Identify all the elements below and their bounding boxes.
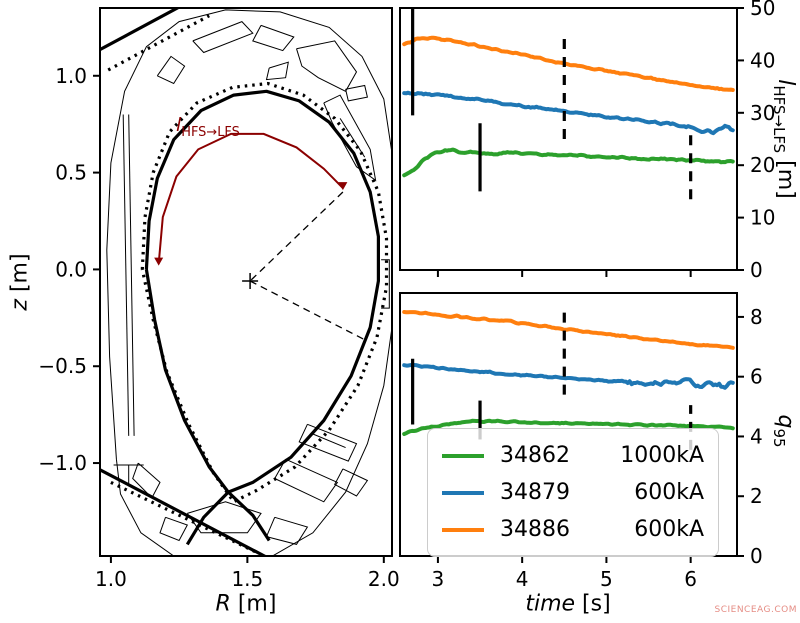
legend: 34862 1000kA 34879 600kA 34886 600kA (427, 428, 719, 557)
x-tick-label: 2.0 (368, 567, 400, 591)
timetrace-plot-area (402, 8, 735, 200)
trace-34862 (402, 147, 735, 178)
legend-entry-1: 34862 1000kA (442, 437, 704, 474)
legend-shot-number: 34862 (500, 443, 570, 468)
q95-axis-symbol: q (773, 414, 799, 429)
y-tick-label: 40 (750, 48, 775, 72)
vessel-structure-outline (312, 433, 346, 449)
vessel-structure-outline (339, 118, 366, 158)
vessel-structure-outline (381, 259, 390, 309)
l-axis-unit: [m] (773, 153, 799, 199)
x-tick-label: 3 (432, 567, 445, 591)
vessel-structure-outline (265, 61, 289, 81)
annotation-subscript: HFS→LFS (181, 124, 240, 140)
x-tick-label: 5 (600, 567, 613, 591)
plasma-boundary-solid-segment (100, 8, 181, 52)
axes-spine (99, 7, 393, 557)
y-tick-label: 0 (750, 544, 763, 568)
x-tick-label: 6 (684, 567, 697, 591)
y-tick-label: 8 (750, 305, 763, 329)
legend-line-swatch-orange (442, 527, 484, 532)
y-tick-label: 30 (750, 101, 775, 125)
vessel-structure-outline (159, 516, 189, 542)
z-axis-label: z [m] (8, 253, 33, 310)
plasma-boundary-solid-segment (185, 490, 230, 546)
y-tick-label: 20 (750, 153, 775, 177)
plasma-boundary-dotted-segment (110, 480, 268, 556)
x-tick-label: 1.0 (95, 567, 127, 591)
trace-34886 (402, 310, 735, 350)
legend-entry-3: 34886 600kA (442, 511, 704, 548)
trace-34879 (402, 90, 735, 136)
vessel-structure-outline (298, 423, 358, 462)
y-tick-label: 4 (750, 424, 763, 448)
plasma-boundary-solid-segment (227, 490, 271, 542)
vessel-structure-outline (156, 55, 186, 85)
separatrix-solid (144, 89, 380, 494)
time-axis-label: time [s] (525, 592, 610, 617)
vessel-structure-outline (192, 21, 254, 54)
time-axis-unit: [s] (575, 591, 611, 617)
field-line-arrowhead (154, 257, 164, 266)
separatrix-dotted (140, 81, 389, 504)
timetrace-plot-area (402, 310, 735, 450)
z-axis-symbol: z (7, 299, 33, 311)
hfs-lfs-field-line (157, 132, 344, 264)
time-axis-symbol: time (525, 591, 576, 617)
trace-34862 (402, 418, 735, 436)
dashed-ray (249, 280, 368, 342)
vessel-structure-outline (106, 9, 392, 556)
trace-34886 (402, 35, 735, 92)
q95-axis-subscript: 95 (769, 428, 788, 448)
axes-spine (399, 7, 738, 271)
y-tick-label: 1.0 (55, 64, 87, 88)
vessel-structure-outline (296, 40, 358, 92)
vessel-structure-outline (323, 94, 377, 182)
equilibrium-plot-area (100, 8, 392, 556)
hfs-lfs-annotation: lHFS→LFS (176, 114, 240, 140)
legend-shot-number: 34879 (500, 480, 570, 505)
magnetic-axis-marker (242, 273, 259, 290)
r-axis-unit: [m] (230, 591, 277, 617)
y-tick-label: 6 (750, 365, 763, 389)
y-tick-label: −0.5 (38, 354, 87, 378)
r-axis-symbol: R (215, 591, 231, 617)
legend-line-swatch-green (442, 453, 484, 458)
z-axis-unit: [m] (7, 253, 33, 300)
legend-current: 600kA (634, 517, 704, 542)
y-tick-label: 10 (750, 206, 775, 230)
vessel-structure-outline (265, 516, 309, 545)
field-line-arrowhead (338, 182, 348, 191)
vessel-structure-outline (252, 24, 295, 52)
vessel-structure-outline (274, 458, 339, 503)
y-tick-label: 50 (750, 0, 775, 20)
l-hfs-lfs-axis-label: lHFS→LFS [m] (770, 79, 798, 198)
vessel-structure-outline (334, 468, 369, 497)
y-tick-label: 0.5 (55, 161, 87, 185)
plasma-boundary-solid-segment (100, 467, 268, 556)
watermark: SCIENCEAG.COM (714, 605, 797, 615)
y-tick-label: 0.0 (55, 257, 87, 281)
annotation-symbol: l (176, 114, 182, 136)
dashed-ray (249, 191, 344, 282)
vessel-structure-outline (122, 114, 130, 436)
y-tick-label: 0 (750, 258, 763, 282)
vessel-structure-outline (345, 84, 369, 102)
y-tick-label: 2 (750, 484, 763, 508)
legend-shot-number: 34886 (500, 517, 570, 542)
vessel-structure-outline (128, 114, 135, 436)
trace-34879 (402, 362, 735, 390)
l-axis-subscript: HFS→LFS (769, 85, 788, 154)
legend-current: 1000kA (620, 443, 704, 468)
x-tick-label: 1.5 (231, 567, 263, 591)
x-tick-label: 4 (516, 567, 529, 591)
y-tick-label: −1.0 (38, 451, 87, 475)
r-axis-label: R [m] (216, 592, 277, 617)
q95-axis-label: q95 (770, 415, 798, 448)
legend-current: 600kA (634, 480, 704, 505)
legend-entry-2: 34879 600kA (442, 474, 704, 511)
legend-line-swatch-blue (442, 490, 484, 495)
